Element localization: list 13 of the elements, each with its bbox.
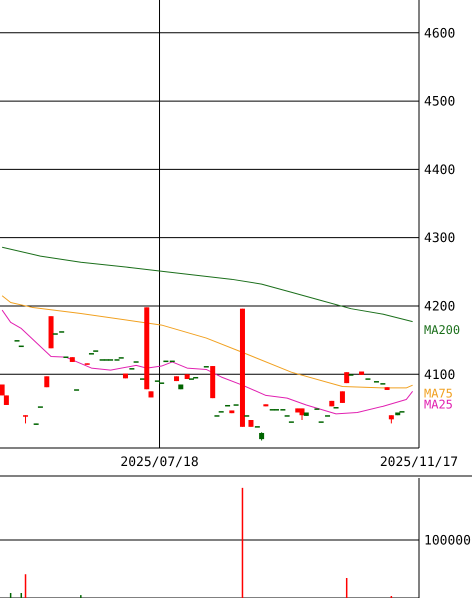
y-tick-label: 100000 (424, 534, 471, 549)
y-tick-label: 4500 (424, 94, 456, 110)
line-series (2, 246, 414, 322)
series-label: MA200 (424, 322, 460, 337)
x-tick-label: 2025/07/18 (120, 455, 199, 470)
line-series (2, 295, 414, 388)
y-tick-label: 4400 (424, 162, 456, 178)
line-series (2, 310, 414, 414)
y-tick-label: 4600 (424, 26, 456, 42)
y-tick-label: 4200 (424, 300, 456, 314)
y-tick-label: 4100 (424, 368, 456, 383)
y-tick-label: 4300 (424, 231, 456, 246)
x-tick-label: 2025/11/17 (380, 455, 458, 470)
